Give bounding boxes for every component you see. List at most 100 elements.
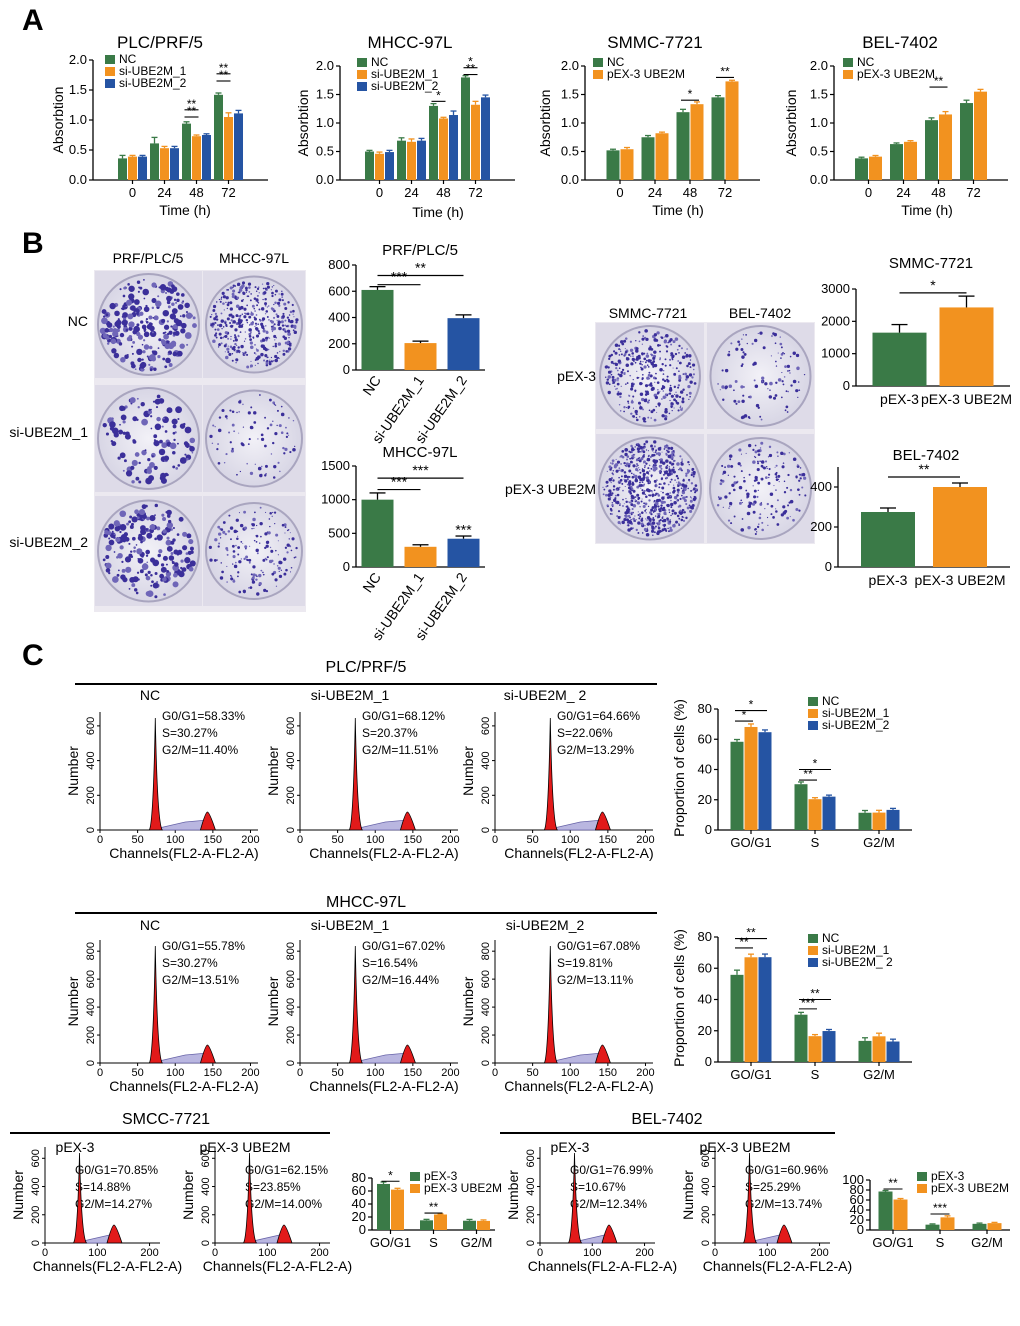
colony <box>163 455 170 461</box>
colony <box>222 295 226 299</box>
colony <box>787 504 790 507</box>
colony <box>637 467 640 469</box>
colony <box>158 549 163 554</box>
colony <box>772 516 775 519</box>
colony <box>786 411 789 413</box>
colony <box>217 545 220 548</box>
colony <box>762 466 766 470</box>
colony <box>252 573 256 577</box>
colony <box>636 493 640 497</box>
y-tick-label: 40 <box>698 992 712 1007</box>
colony <box>271 286 273 288</box>
colony-dish-image <box>596 323 704 429</box>
colony <box>751 342 754 345</box>
colony <box>652 534 654 536</box>
bar <box>886 1041 900 1062</box>
colony <box>119 423 121 426</box>
group-title: BEL-7402 <box>631 1111 702 1128</box>
colony <box>242 299 244 301</box>
colony <box>234 338 238 342</box>
colony <box>266 282 270 286</box>
colony <box>632 504 637 508</box>
colony <box>145 554 149 557</box>
colony <box>283 452 286 455</box>
g2m-peak <box>776 1224 793 1244</box>
colony <box>627 528 631 532</box>
colony <box>672 340 676 344</box>
colony <box>184 426 192 434</box>
colony <box>609 492 612 495</box>
colony <box>216 448 219 451</box>
colony <box>265 336 269 340</box>
colony <box>273 360 275 362</box>
colony <box>116 324 121 329</box>
dish <box>709 437 812 540</box>
colony <box>638 468 641 471</box>
colony <box>684 484 688 488</box>
colony <box>226 303 230 307</box>
colony <box>162 416 169 424</box>
colony <box>661 385 664 387</box>
colony <box>616 515 619 518</box>
x-tick-label: 50 <box>331 834 343 846</box>
colony <box>237 553 240 556</box>
bar <box>939 114 952 180</box>
colony <box>690 489 693 492</box>
colony <box>645 462 648 465</box>
colony <box>605 381 610 385</box>
colony <box>641 363 643 366</box>
colony <box>184 302 190 309</box>
colony <box>671 462 675 466</box>
colony <box>624 479 628 483</box>
colony <box>657 512 661 516</box>
colony <box>172 526 175 530</box>
colony <box>238 325 242 328</box>
colony <box>105 432 109 436</box>
colony <box>245 319 249 322</box>
colony <box>160 566 167 573</box>
g0g1-peak <box>148 717 164 831</box>
x-tick-label: 100 <box>258 1247 276 1259</box>
x-axis-label: Channels(FL2-A-FL2-A) <box>309 1078 458 1094</box>
colony <box>163 333 169 340</box>
colony <box>652 365 655 368</box>
colony <box>177 417 180 421</box>
colony <box>258 332 261 335</box>
colony <box>139 362 146 369</box>
y-tick-label: 600 <box>30 1149 42 1167</box>
colony <box>276 409 279 412</box>
colony <box>112 576 119 583</box>
colony <box>761 528 764 532</box>
colony <box>789 499 794 504</box>
colony <box>141 343 144 346</box>
colony <box>665 493 668 496</box>
colony <box>783 491 787 494</box>
colony <box>242 426 245 428</box>
colony <box>231 423 235 427</box>
colony <box>253 352 256 354</box>
colony <box>251 523 256 527</box>
colony <box>279 350 281 353</box>
colony <box>636 370 638 372</box>
colony <box>225 547 229 550</box>
colony <box>212 309 216 312</box>
colony <box>237 346 240 349</box>
colony <box>294 445 296 448</box>
colony <box>765 466 768 468</box>
colony <box>250 573 253 576</box>
colony <box>235 358 239 362</box>
colony <box>152 316 155 319</box>
colony <box>798 389 801 392</box>
colony <box>664 336 666 338</box>
colony <box>648 499 651 502</box>
colony <box>172 450 176 455</box>
colony <box>123 459 127 463</box>
colony <box>688 398 690 400</box>
colony <box>645 476 649 480</box>
colony <box>666 444 668 446</box>
colony <box>171 308 178 314</box>
colony <box>635 459 639 462</box>
colony <box>679 498 682 500</box>
